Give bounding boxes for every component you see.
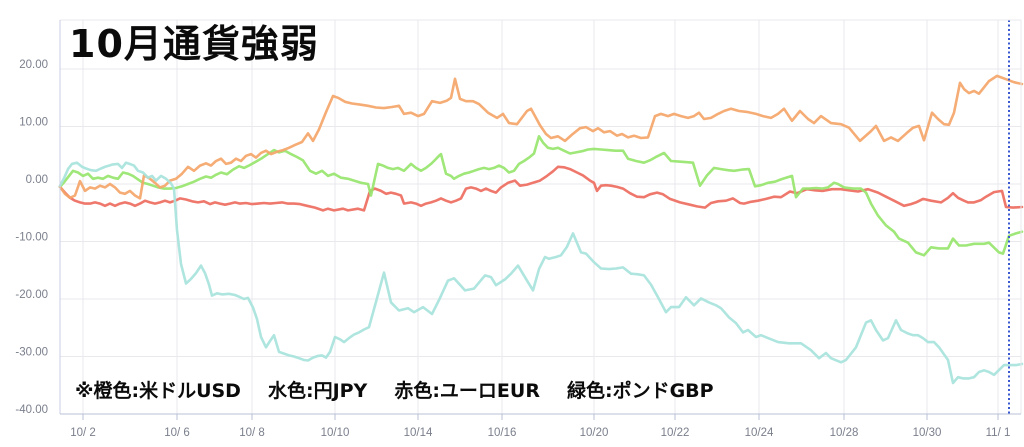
legend-item-jpy: 水色:円JPY [267, 380, 368, 402]
x-axis-label: 10/14 [404, 427, 433, 439]
x-axis-label: 10/28 [830, 427, 859, 439]
x-axis-label: 10/20 [580, 427, 609, 439]
y-axis-label: -10.00 [15, 232, 48, 244]
series-line-eur [58, 165, 1024, 212]
x-axis-label: 10/22 [661, 427, 690, 439]
y-axis-label: -30.00 [15, 347, 48, 359]
x-axis-label: 10/ 8 [239, 427, 265, 439]
x-axis-label: 10/16 [488, 427, 517, 439]
x-axis-label: 10/30 [913, 427, 942, 439]
series-line-gbp [58, 135, 1024, 257]
x-axis-label: 11/ 1 [986, 427, 1011, 439]
legend-item-gbp: 緑色:ポンドGBP [566, 380, 714, 402]
label-layer: 20.00 10.00 0.00 -10.00 -20.00 -30.00 -40.00 10… [15, 59, 1010, 439]
legend-item-eur: 赤色:ユーロEUR [394, 380, 540, 402]
series-line-usd [58, 74, 1024, 200]
grid-layer [60, 20, 1021, 414]
series-layer [58, 74, 1024, 385]
y-axis-label: 0.00 [26, 174, 48, 186]
x-axis-label: 10/ 2 [70, 427, 96, 439]
y-axis-label: 10.00 [19, 117, 48, 129]
y-axis-label: 20.00 [19, 59, 48, 71]
y-axis-label: -20.00 [15, 289, 48, 301]
x-axis-label: 10/10 [321, 427, 350, 439]
x-axis-label: 10/24 [745, 427, 774, 439]
y-axis-label: -40.00 [15, 404, 48, 416]
x-axis-label: 10/ 6 [164, 427, 190, 439]
legend-note: ※橙色:米ドルUSD 水色:円JPY 赤色:ユーロEUR 緑色:ポンドGBP [75, 376, 714, 403]
series-line-jpy [58, 161, 1024, 385]
legend-item-usd: ※橙色:米ドルUSD [75, 380, 241, 402]
axis-layer [59, 19, 1022, 420]
chart-title: 10月通貨強弱 [69, 22, 319, 66]
